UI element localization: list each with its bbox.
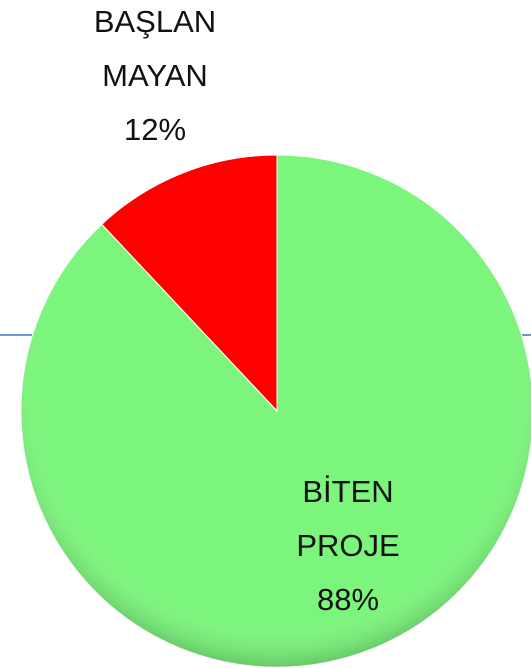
slice-label: BİTEN PROJE: [296, 474, 400, 563]
slice-value-label: 12%: [123, 112, 187, 147]
slice-label: BAŞLAN MAYAN: [93, 4, 217, 93]
slice-value-label: 88%: [316, 582, 380, 617]
